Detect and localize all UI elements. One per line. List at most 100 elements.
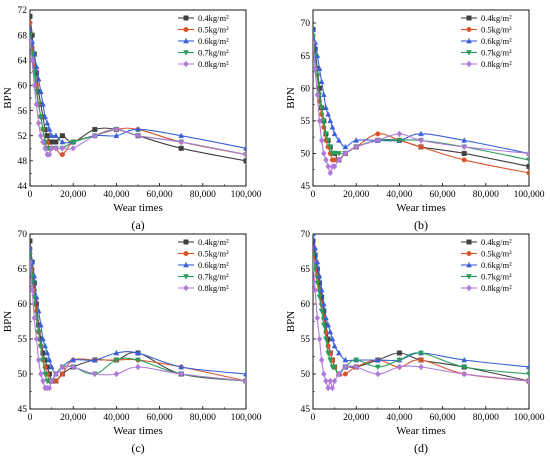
data-point [461,137,468,143]
data-point [92,132,98,140]
y-tick-label: 68 [18,31,28,41]
data-point [526,377,529,385]
data-point [418,137,424,144]
x-tick-label: 80,000 [190,190,216,200]
data-point [375,137,381,144]
data-point [40,138,46,146]
data-point [318,78,325,84]
data-point [331,151,338,157]
data-point [526,157,529,164]
data-point [342,143,349,150]
data-point [313,234,316,237]
legend-marker [183,60,189,68]
data-point [40,127,46,133]
x-tick-label: 40,000 [386,413,412,423]
y-tick-label: 55 [301,117,311,127]
data-point [461,143,467,151]
data-point [135,363,141,371]
data-point [33,63,40,69]
data-point [37,114,44,121]
data-point [42,371,48,378]
x-tick-label: 0 [311,413,316,423]
legend-marker [183,50,189,56]
data-point [243,377,246,385]
data-point [243,370,246,377]
legend-marker [183,15,189,21]
data-point [375,370,381,378]
data-point [318,308,325,315]
data-point [59,138,66,145]
legend-marker [183,274,189,280]
legend: 0.4kg/m² 0.5kg/m²0.6kg/m² 0.7kg/m²0.8kg/m² [461,237,512,293]
data-point [70,144,76,152]
data-point [526,371,529,378]
x-tick-label: 60,000 [430,190,456,200]
y-axis-label: BPN [2,311,14,332]
x-tick-label: 80,000 [473,190,499,200]
data-point [46,151,53,158]
data-point [33,335,40,343]
data-point [316,294,323,301]
data-point [396,357,403,364]
data-point [46,384,53,392]
y-axis-label: BPN [285,311,297,332]
data-point [178,138,184,146]
data-point [314,314,321,322]
legend-label: 0.8kg/m² [481,283,512,293]
data-point [396,130,403,138]
data-point [53,139,59,145]
x-axis-label: Wear times [113,425,163,437]
legend-marker [466,37,472,44]
data-point [59,363,66,371]
data-point [321,370,327,378]
data-point [316,335,323,343]
data-point [113,357,120,364]
data-point [243,158,246,164]
data-point [336,137,342,143]
data-point [327,357,334,364]
y-tick-label: 65 [301,52,311,62]
series-group [313,26,529,177]
data-point [48,377,55,385]
data-point [336,156,342,164]
y-tick-label: 55 [301,335,311,345]
data-point [313,244,319,251]
legend-label: 0.6kg/m² [198,36,229,46]
data-point [526,150,529,157]
data-point [323,314,329,321]
data-point [33,100,40,108]
y-tick-label: 44 [18,182,28,192]
legend-marker [183,284,189,292]
series-4 [30,258,246,392]
legend-label: 0.5kg/m² [481,25,512,35]
legend-label: 0.4kg/m² [481,237,512,247]
data-point [461,370,467,378]
data-point [461,364,468,371]
x-tick-label: 0 [28,413,33,423]
data-point [313,39,316,46]
data-point [30,13,33,19]
x-tick-label: 80,000 [473,413,499,423]
data-point [418,350,424,357]
data-point [461,150,467,156]
data-point [243,145,246,151]
data-point [38,132,44,140]
data-point [318,137,325,144]
panel-label: (b) [414,218,428,232]
series-4 [30,38,246,158]
x-tick-label: 100,000 [231,413,262,423]
y-tick-label: 72 [18,6,28,16]
data-point [35,356,42,364]
x-tick-label: 60,000 [147,413,173,423]
legend-label: 0.4kg/m² [198,13,229,23]
data-point [113,126,120,133]
data-point [113,132,120,138]
data-point [331,364,338,371]
data-point [327,144,334,151]
legend-marker [183,250,189,256]
data-point [135,357,141,364]
data-point [59,144,66,152]
data-point [40,377,46,385]
data-point [327,117,334,124]
